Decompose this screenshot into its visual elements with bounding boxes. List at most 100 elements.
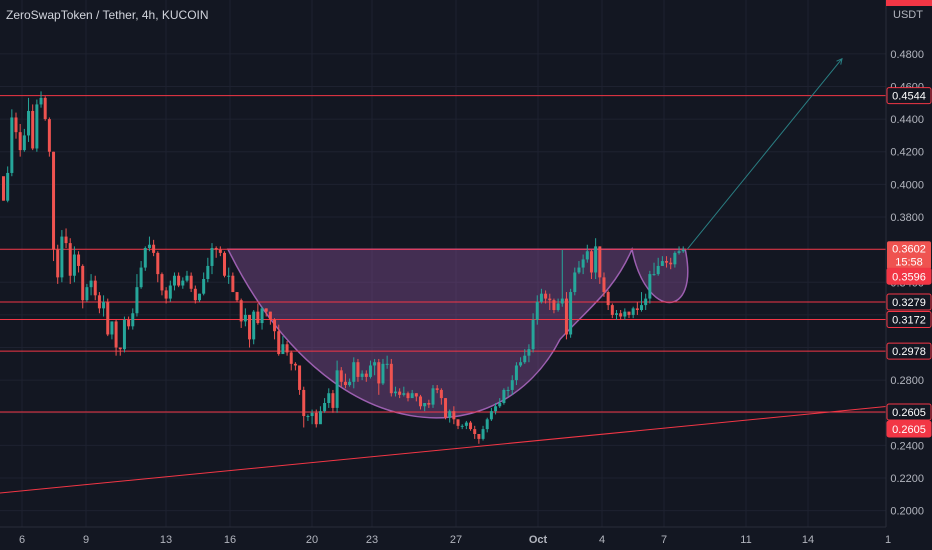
trend-line <box>0 406 887 494</box>
time-axis[interactable]: 6 9 13 16 20 23 27 Oct 4 7 11 14 1 <box>19 534 891 546</box>
candle-body <box>531 319 535 350</box>
candle-body <box>298 365 302 390</box>
candle-body <box>256 311 260 324</box>
candle-body <box>456 419 460 426</box>
horizontal-levels <box>0 95 886 413</box>
candle-body <box>89 280 93 288</box>
candle-body <box>77 254 81 266</box>
trendline <box>0 406 887 494</box>
candle-body <box>139 267 143 288</box>
candle-body <box>548 298 552 301</box>
candle-body <box>510 380 514 390</box>
candle-body <box>56 249 60 278</box>
badge-price-value: 0.3602 <box>892 243 926 255</box>
candle-body <box>589 251 593 273</box>
candle-body <box>339 370 343 382</box>
x-tick-label: 27 <box>450 534 462 546</box>
x-tick-label: 7 <box>661 534 667 546</box>
candle-body <box>164 290 168 299</box>
badge-value: 0.3172 <box>892 314 926 326</box>
y-tick-label: 0.2000 <box>890 506 924 518</box>
candle-body <box>502 389 506 403</box>
badge-value: 0.3596 <box>892 271 926 283</box>
candle-body <box>665 261 669 263</box>
candle-body <box>481 429 485 439</box>
candle-body <box>302 389 306 417</box>
candle-body <box>560 298 564 304</box>
candle-body <box>114 321 118 348</box>
candle-body <box>39 97 43 105</box>
candle-body <box>602 277 606 293</box>
candle-body <box>147 244 151 248</box>
candle-body <box>368 365 372 377</box>
candle-body <box>581 259 585 268</box>
candle-body <box>669 262 673 265</box>
candle-body <box>122 319 126 350</box>
candle-body <box>648 274 652 299</box>
candle-body <box>189 275 193 289</box>
y-tick-label: 0.4400 <box>890 114 924 126</box>
candle-body <box>81 265 85 301</box>
candle-body <box>519 362 523 366</box>
candle-body <box>218 249 222 253</box>
candle-body <box>72 254 76 276</box>
badge-outline-bg <box>886 310 932 328</box>
badge-outline-bg <box>886 293 932 311</box>
candle-body <box>527 349 531 356</box>
candle-body <box>585 251 589 260</box>
candle-body <box>243 314 247 322</box>
candle-body <box>439 389 443 399</box>
candle-body <box>185 275 189 281</box>
candle-body <box>10 117 14 173</box>
x-tick-label: 20 <box>306 534 318 546</box>
candle-body <box>235 292 239 301</box>
candle-body <box>106 301 110 335</box>
candle-body <box>31 110 35 149</box>
candle-body <box>577 267 581 273</box>
candle-body <box>293 363 297 366</box>
candle-body <box>393 391 397 394</box>
candle-body <box>573 272 577 293</box>
candle-body <box>360 373 364 377</box>
candle-body <box>60 236 64 278</box>
candle-body <box>406 393 410 399</box>
candle-body <box>644 298 648 306</box>
badge-value: 0.3279 <box>892 297 926 309</box>
y-tick-label: 0.3800 <box>890 212 924 224</box>
candle-body <box>523 355 527 363</box>
badge-outline-bg <box>886 342 932 360</box>
candle-body <box>248 314 252 340</box>
projection-arrowhead <box>836 57 843 65</box>
top-clipped-badge <box>886 0 932 6</box>
currency-label: USDT <box>893 9 923 21</box>
candle-body <box>181 280 185 286</box>
x-tick-label: 13 <box>160 534 172 546</box>
candle-body <box>606 292 610 306</box>
candle-body <box>385 363 389 365</box>
badge-solid-bg <box>886 420 932 438</box>
candle-body <box>156 252 160 275</box>
candle-body <box>460 425 464 427</box>
candle-body <box>93 280 97 296</box>
candle-body <box>318 411 322 425</box>
candle-body <box>314 412 318 425</box>
candle-body <box>423 403 427 407</box>
candle-body <box>431 388 435 405</box>
candle-body <box>168 285 172 299</box>
candle-body <box>427 403 431 405</box>
candle-body <box>544 293 548 299</box>
badge-price-bg <box>887 241 931 270</box>
candle-body <box>631 308 635 315</box>
candle-body <box>127 319 131 327</box>
candle-body <box>373 362 377 366</box>
candle-body <box>594 246 598 273</box>
candle-body <box>310 412 314 417</box>
candle-body <box>14 117 18 133</box>
badge-value: 0.2605 <box>892 424 926 436</box>
candle-body <box>252 311 256 340</box>
candle-body <box>556 303 560 310</box>
candle-body <box>477 434 481 439</box>
projection-line <box>686 58 843 250</box>
